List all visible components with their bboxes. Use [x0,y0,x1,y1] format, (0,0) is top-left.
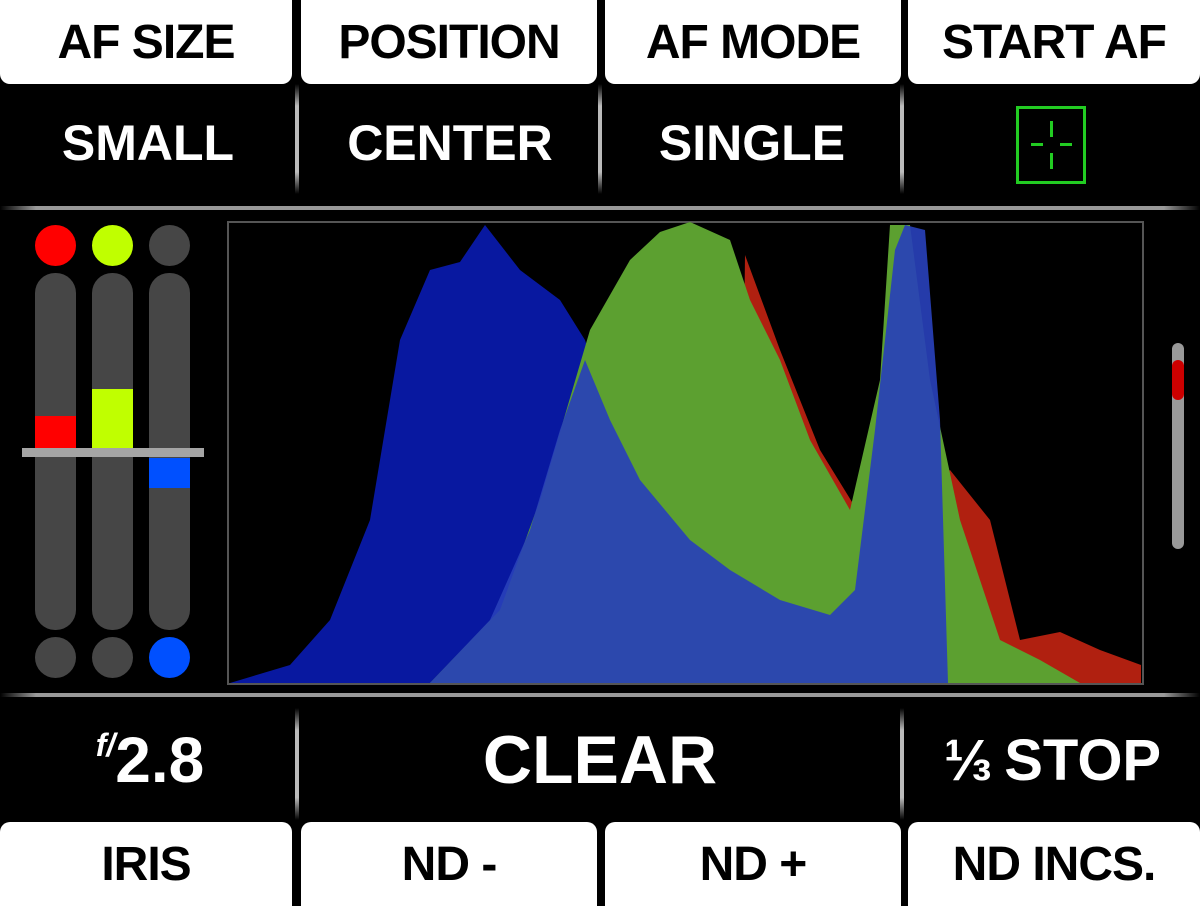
nd-minus-label: ND - [401,837,498,891]
nd-increments-button[interactable]: ND INCS. [908,822,1200,906]
histogram-blue-light [430,225,948,683]
nd-increments-label: ND INCS. [952,837,1157,891]
blue-indicator-dot-top [149,225,190,266]
divider [0,206,1200,210]
nd-plus-label: ND + [699,837,808,891]
start-af-button[interactable]: START AF [908,0,1200,84]
iris-value: f/2.8 [40,705,260,815]
nd-plus-button[interactable]: ND + [605,822,901,906]
divider [295,84,299,194]
zero-line [22,448,204,457]
red-indicator-dot-bottom [35,637,76,678]
af-size-value: SMALL [61,114,235,171]
iris-button[interactable]: IRIS [0,822,292,906]
red-level-fill [35,416,76,449]
position-value: CENTER [347,114,553,171]
af-target-icon[interactable] [1016,106,1086,184]
divider [295,708,299,820]
af-mode-label: AF MODE [645,15,861,69]
stop-label: STOP [1004,727,1162,793]
af-mode-value: SINGLE [658,114,846,171]
green-indicator-dot-bottom [92,637,133,678]
blue-level-fill [149,458,190,488]
divider [900,84,904,194]
divider [598,84,602,194]
af-size-button[interactable]: AF SIZE [0,0,292,84]
green-indicator-dot [92,225,133,266]
scrollbar[interactable] [1172,343,1184,549]
start-af-label: START AF [942,15,1167,69]
nd-minus-button[interactable]: ND - [301,822,597,906]
af-mode-button[interactable]: AF MODE [605,0,901,84]
position-button[interactable]: POSITION [301,0,597,84]
green-level-fill [92,389,133,449]
nd-increment-value: ⅓ STOP [905,705,1200,815]
nd-value: CLEAR [482,722,718,798]
iris-number: 2.8 [115,724,205,796]
red-indicator-dot [35,225,76,266]
rgb-histogram [227,221,1144,685]
divider [0,693,1200,697]
af-size-label: AF SIZE [57,15,235,69]
scrollbar-thumb[interactable] [1172,360,1184,400]
position-label: POSITION [338,15,560,69]
blue-indicator-dot [149,637,190,678]
divider [900,708,904,820]
fraction: ⅓ [943,727,993,793]
iris-label: IRIS [101,837,191,891]
f-stop-prefix: f/ [95,727,116,763]
